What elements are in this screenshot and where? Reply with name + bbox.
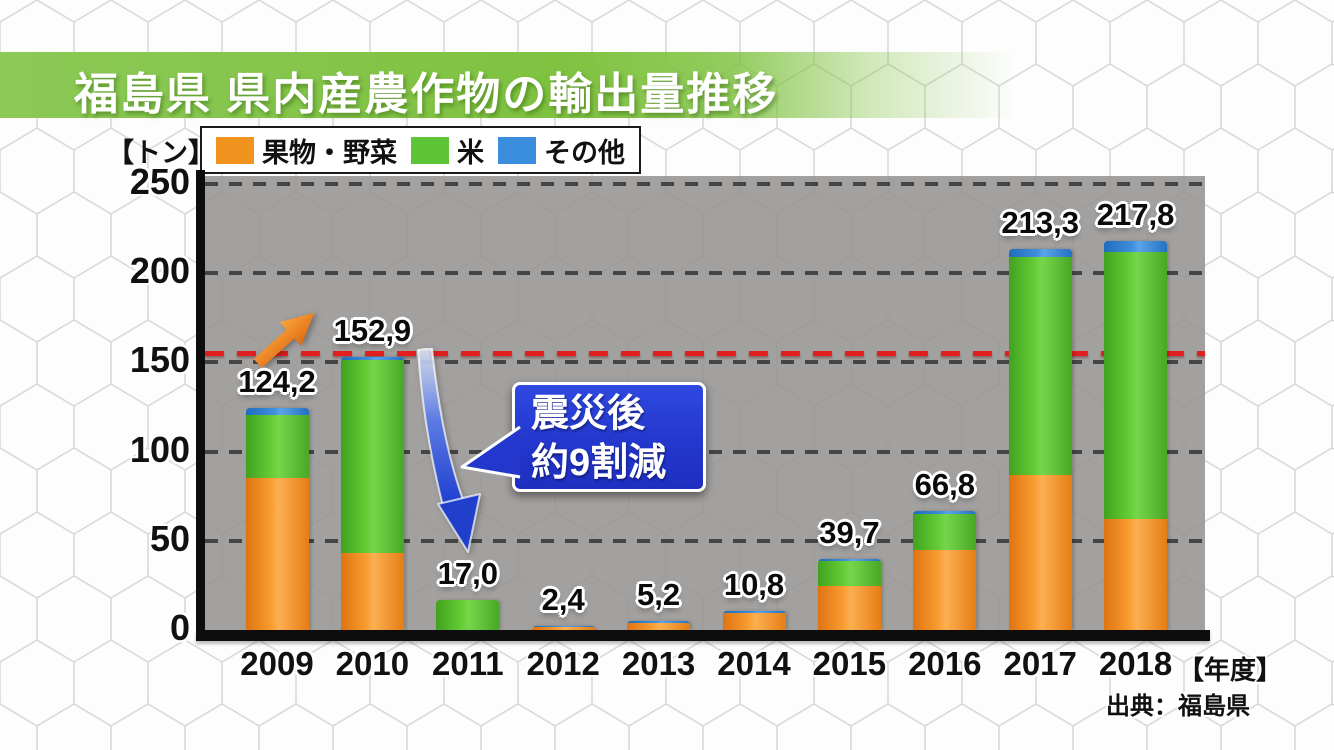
x-axis-label: 2018 [1098,645,1173,682]
bar-segment [627,622,691,630]
bar-value-label: 152,9 [333,313,412,349]
callout-tail [460,425,521,479]
y-axis-label: 200 [129,250,190,292]
x-axis-unit: 【年度】 [1178,655,1283,685]
bar-value-label: 5,2 [637,576,681,612]
bar-value-label: 17,0 [437,555,498,591]
bar-2015 [817,559,881,630]
bar-2014 [722,610,786,630]
bar-segment [531,625,595,627]
x-axis-label: 2017 [1003,645,1077,682]
bar-2009 [245,408,309,630]
bar-segment [1008,249,1072,257]
bar-segment [245,415,309,479]
bar-2013 [627,620,691,630]
gridline-50 [205,538,1205,543]
legend: 果物・野菜 米 その他 [200,126,641,174]
bar-segment [1104,241,1168,253]
bar-segment [722,610,786,614]
bar-segment [1104,252,1168,520]
bar-segment [1008,256,1072,475]
legend-item: その他 [498,131,625,170]
x-axis-label: 2013 [621,645,696,682]
x-axis-label: 2012 [526,645,600,682]
bar-2010 [340,357,404,630]
bar-segment [245,478,309,630]
gridline-250 [205,182,1205,186]
source-credit: 出典：福島県 [1106,693,1250,720]
earthquake-callout: 震災後 約9割減 [512,382,706,492]
bar-2017 [1008,249,1072,630]
x-axis-label: 2014 [717,645,791,682]
bar-segment [913,510,977,514]
bar-segment [340,357,404,361]
legend-swatch [216,136,254,164]
bar-segment [817,586,881,630]
bar-segment [340,360,404,554]
legend-item: 果物・野菜 [216,131,397,170]
bar-segment [531,627,595,630]
unit-label: 【トン】 [107,138,215,168]
gridline-150 [205,360,1205,365]
gridline-200 [205,271,1205,276]
y-axis-line [196,170,205,641]
x-axis-line [196,630,1210,641]
bar-value-label: 66,8 [914,466,975,502]
bar-segment [817,561,881,587]
bar-segment [245,408,309,416]
x-axis-label: 2011 [432,645,504,682]
x-axis-label: 2015 [812,645,887,682]
bar-value-label: 2,4 [541,581,585,617]
bar-2012 [531,625,595,630]
bar-segment [913,549,977,630]
bar-segment [817,559,881,562]
bar-segment [340,553,404,630]
page-title: 福島県 県内産農作物の輸出量推移 [74,70,779,119]
callout-line-1: 震災後 [531,393,646,435]
title-banner: 福島県 県内産農作物の輸出量推移 [0,52,1015,119]
callout-line-2: 約9割減 [531,441,667,484]
bar-value-label: 217,8 [1096,197,1175,233]
y-axis-label: 100 [129,428,190,470]
legend-item: 米 [411,131,484,170]
bar-value-label: 124,2 [238,364,316,400]
bar-2018 [1104,241,1168,630]
y-axis-label: 150 [129,339,190,381]
increase-arrow-icon [253,312,315,368]
reference-line [205,351,1205,357]
bar-segment [1104,519,1168,630]
legend-label: 果物・野菜 [262,137,397,168]
bar-segment [1008,474,1072,630]
bar-2011 [436,599,500,630]
bar-value-label: 10,8 [723,566,785,602]
x-axis-label: 2016 [908,645,982,682]
legend-label: 米 [457,137,484,168]
y-axis-label: 250 [129,161,190,202]
y-axis-label: 50 [149,517,190,559]
x-axis-label: 2009 [240,645,314,682]
legend-swatch [498,136,536,164]
bar-segment [436,599,500,630]
legend-label: その他 [544,137,625,168]
bar-segment [722,613,786,630]
legend-swatch [411,136,449,164]
bar-segment [627,620,691,623]
x-axis-label: 2010 [335,645,410,682]
bar-2016 [913,510,977,630]
decrease-arrow-icon [416,348,481,553]
bar-value-label: 213,3 [1001,205,1079,241]
y-axis-label: 0 [169,607,190,648]
bar-segment [913,513,977,550]
bar-value-label: 39,7 [819,515,880,551]
